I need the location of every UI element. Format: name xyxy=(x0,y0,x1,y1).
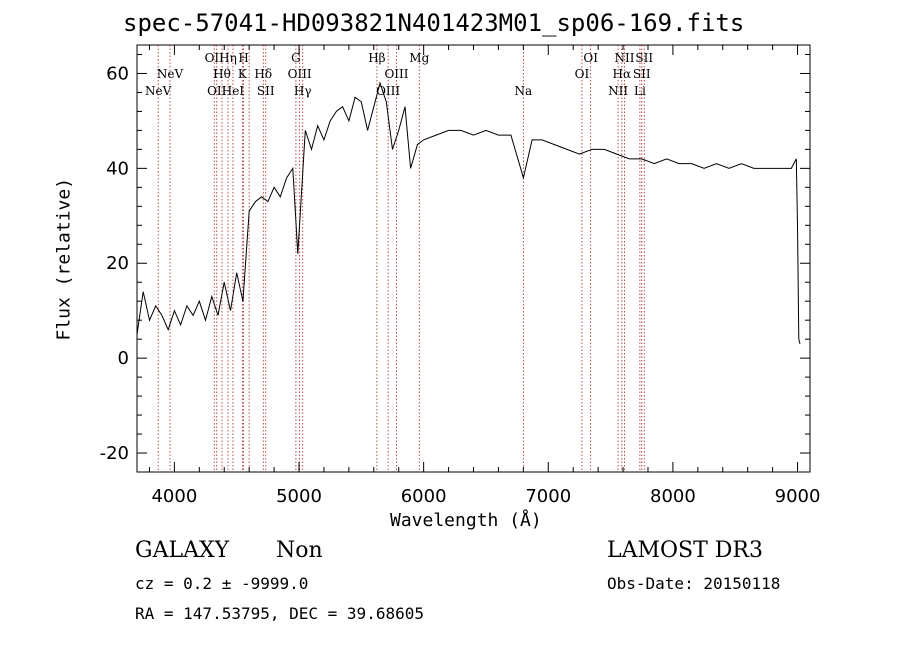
emission-line-markers xyxy=(157,45,645,472)
line-label: Li xyxy=(634,84,646,98)
x-tick-label: 8000 xyxy=(650,486,696,507)
line-label: OIII xyxy=(384,67,408,81)
line-label: H xyxy=(238,51,248,65)
redshift-label: cz = 0.2 ± -9999.0 xyxy=(135,574,309,593)
y-tick-label: 20 xyxy=(106,253,129,274)
line-label: OI xyxy=(583,51,598,65)
y-tick-label: -20 xyxy=(100,443,129,464)
y-tick-label: 0 xyxy=(118,348,129,369)
line-label: Hθ xyxy=(213,67,231,81)
spectrum-line xyxy=(136,81,801,345)
line-label: SII xyxy=(635,51,653,65)
line-label: OIII xyxy=(288,67,312,81)
x-tick-label: 4000 xyxy=(151,486,197,507)
line-label: SII xyxy=(633,67,651,81)
chart-title: spec-57041-HD093821N401423M01_sp06-169.f… xyxy=(123,9,745,37)
y-tick-label: 60 xyxy=(106,63,129,84)
survey-label: LAMOST DR3 xyxy=(607,538,763,563)
line-label: Hη xyxy=(219,51,237,65)
line-label: OI xyxy=(575,67,590,81)
line-label: NeV xyxy=(145,84,172,98)
line-label: K xyxy=(238,67,248,81)
emission-line-labels: NeV NeV OII OII Hθ Hη HeI KH Hδ SII G OIII Hγ Hβ OIII O… xyxy=(145,51,653,98)
y-axis-ticks: -20 0 20 40 60 xyxy=(100,53,810,464)
line-label: OIII xyxy=(376,84,400,98)
line-label: Na xyxy=(515,84,533,98)
x-axis-ticks: 4000 5000 6000 7000 8000 9000 xyxy=(148,45,821,507)
line-label: G xyxy=(291,51,301,65)
x-tick-label: 7000 xyxy=(525,486,571,507)
y-tick-label: 40 xyxy=(106,158,129,179)
line-label: OII xyxy=(205,51,225,65)
line-label: Hγ xyxy=(294,84,312,98)
x-axis-label: Wavelength (Å) xyxy=(390,510,542,531)
subclass-label: Non xyxy=(276,538,323,563)
obs-date-label: Obs-Date: 20150118 xyxy=(607,574,781,593)
line-label: Hβ xyxy=(368,51,385,65)
x-tick-label: 6000 xyxy=(401,486,447,507)
line-label: Hα xyxy=(613,67,632,81)
line-label: Mg xyxy=(409,51,429,65)
line-label: NII xyxy=(608,84,628,98)
coords-label: RA = 147.53795, DEC = 39.68605 xyxy=(135,604,424,623)
line-label: SII xyxy=(257,84,275,98)
y-axis-label: Flux (relative) xyxy=(53,177,75,341)
classification-label: GALAXY xyxy=(135,538,230,563)
plot-frame xyxy=(136,44,811,473)
x-tick-label: 5000 xyxy=(276,486,322,507)
line-label: NeV xyxy=(157,67,184,81)
line-label: NII xyxy=(615,51,635,65)
x-tick-label: 9000 xyxy=(775,486,821,507)
line-label: HeI xyxy=(222,84,245,98)
line-label: Hδ xyxy=(254,67,272,81)
line-label: OII xyxy=(207,84,227,98)
